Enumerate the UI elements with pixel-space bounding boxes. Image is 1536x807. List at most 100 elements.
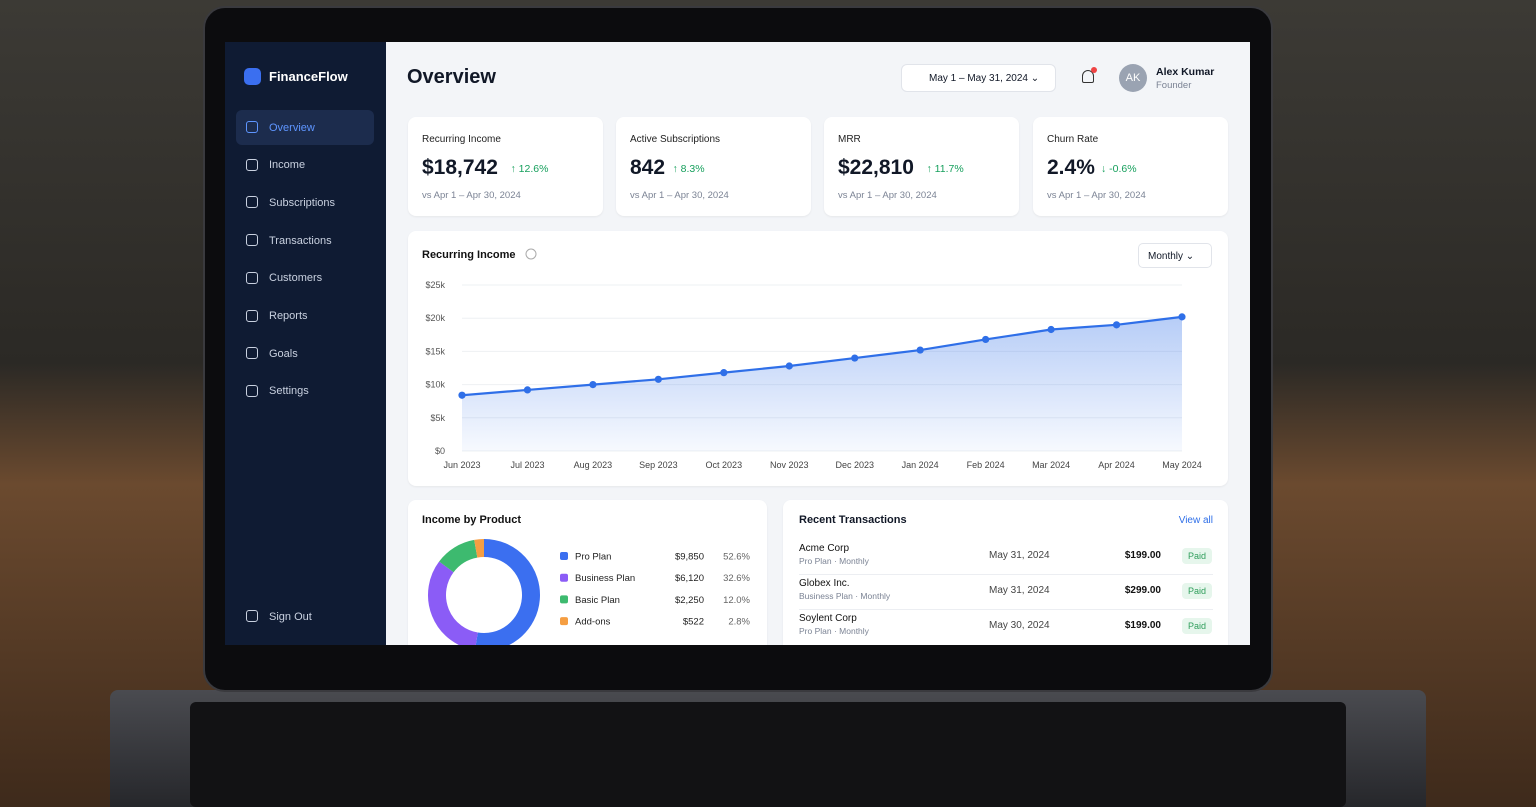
legend-name: Business Plan (575, 573, 635, 584)
nav-icon (246, 347, 258, 360)
nav-label: Income (269, 159, 306, 172)
nav-label: Overview (269, 121, 315, 134)
date: May 30, 2024 (989, 620, 1050, 631)
point (1112, 321, 1121, 329)
kpi-value: $18,742 (422, 156, 498, 179)
x-tick-label: Aug 2023 (574, 460, 613, 470)
info-icon (525, 248, 537, 260)
nav-icon (246, 271, 258, 284)
amount: $299.00 (1124, 585, 1161, 596)
point (785, 362, 793, 370)
nav-item[interactable]: Overview (236, 110, 374, 145)
kpi-arrow: ↑ (672, 163, 681, 175)
nav-item[interactable]: Settings (236, 374, 374, 409)
kpi-comparison: vs Apr 1 – Apr 30, 2024 (630, 190, 729, 201)
nav-label: Transactions (269, 234, 332, 247)
kpi-card: MRR $22,810 ↑ 11.7% vs Apr 1 – Apr 30, 2024 (824, 117, 1019, 216)
kpi-change-text: 12.6% (518, 163, 549, 175)
kpi-arrow: ↑ (510, 163, 519, 175)
legend-amount: $6,120 (675, 573, 704, 584)
bell[interactable] (1082, 70, 1094, 83)
y-tick-label: $15k (425, 346, 445, 356)
x-tick-label: Apr 2024 (1098, 460, 1135, 470)
legend-share: 12.0% (723, 595, 750, 606)
legend-share: 52.6% (723, 552, 750, 563)
period-select[interactable]: Monthly ⌄ (1138, 243, 1212, 268)
nav-item[interactable]: Income (236, 148, 374, 183)
sign-out-label: Sign Out (269, 610, 312, 623)
kpi-change-text: 8.3% (680, 163, 705, 175)
amount: $199.00 (1124, 550, 1161, 561)
legend-name: Pro Plan (575, 552, 611, 563)
legend-swatch (560, 595, 568, 604)
user-role: Founder (1156, 80, 1192, 91)
kpi-value: 2.4% (1047, 156, 1095, 179)
point (458, 391, 466, 399)
date-range: May 1 – May 31, 2024 (929, 73, 1028, 84)
date: May 31, 2024 (989, 550, 1050, 561)
y-tick-label: $0 (435, 446, 445, 456)
status: Paid (1181, 618, 1212, 634)
sidebar: FinanceFlow Overview Income Subscriptions T… (225, 42, 386, 645)
line-chart: Recurring Income $0 $5k $10k $15k $20k $25k Ju… (422, 248, 1202, 470)
nav-item[interactable]: Subscriptions (236, 185, 374, 220)
plan: Pro Plan · Monthly (799, 556, 869, 566)
donut-chart: Income by Product Pro Plan $9,850 52.6% Bus… (422, 514, 751, 645)
company: Acme Corp (799, 543, 850, 554)
company: Soylent Corp (799, 613, 857, 624)
kpi-label: MRR (838, 134, 861, 145)
y-tick-label: $5k (430, 413, 445, 423)
nav-label: Customers (269, 272, 323, 285)
kpi-change: ↓ -0.6% (1101, 163, 1137, 175)
nav-item[interactable]: Goals (236, 336, 374, 371)
chart-card: Monthly ⌄ Recurring Income $0 $5k $10k $15k… (408, 231, 1228, 486)
legend-swatch (560, 617, 568, 626)
kpi-label: Churn Rate (1047, 134, 1099, 145)
legend-amount: $2,250 (675, 595, 704, 606)
kpi-comparison: vs Apr 1 – Apr 30, 2024 (422, 190, 521, 201)
view-all[interactable]: View all (1178, 515, 1213, 526)
keyboard (190, 702, 1346, 807)
legend-swatch (560, 573, 568, 582)
nav-item[interactable]: Customers (236, 261, 374, 296)
product-title: Income by Product (422, 514, 521, 526)
point (720, 369, 728, 377)
point (1047, 325, 1055, 334)
date-picker[interactable]: May 1 – May 31, 2024 ⌄ (901, 64, 1056, 92)
kpi-label: Active Subscriptions (630, 134, 721, 145)
avatar[interactable]: AK (1119, 64, 1147, 92)
legend-share: 2.8% (728, 617, 750, 628)
area (462, 316, 1182, 451)
nav-label: Subscriptions (269, 196, 336, 209)
x-tick-label: Oct 2023 (706, 460, 743, 470)
kpi-value: $22,810 (838, 156, 914, 179)
point (851, 354, 859, 362)
nav-icon (246, 309, 258, 322)
x-tick-label: May 2024 (1162, 460, 1202, 470)
x-tick-label: Jun 2023 (443, 460, 480, 470)
kpi-change: ↑ 12.6% (511, 163, 549, 175)
status: Paid (1181, 583, 1212, 599)
user-name: Alex Kumar (1156, 66, 1215, 78)
nav-item[interactable]: Reports (236, 299, 374, 334)
kpi-comparison: vs Apr 1 – Apr 30, 2024 (838, 190, 937, 201)
point (523, 386, 532, 394)
donut-segment (428, 561, 479, 645)
point (916, 346, 924, 354)
company: Globex Inc. (799, 578, 850, 589)
kpi-change: ↑ 11.7% (927, 163, 964, 175)
point (654, 375, 662, 383)
y-tick-label: $10k (425, 380, 445, 390)
kpi-change-text: -0.6% (1109, 163, 1137, 175)
badge (1091, 67, 1097, 73)
chart-title: Recurring Income (422, 249, 516, 261)
main: Overview May 1 – May 31, 2024 ⌄ AK Alex … (386, 42, 1250, 645)
nav-item[interactable]: Transactions (236, 223, 374, 258)
nav-icon (246, 384, 258, 397)
screen: FinanceFlow Overview Income Subscriptions T… (225, 42, 1250, 645)
sign-out[interactable]: Sign Out (236, 599, 374, 634)
status: Paid (1181, 548, 1212, 564)
nav-label: Reports (269, 310, 308, 322)
legend-amount: $9,850 (675, 552, 704, 563)
legend-swatch (560, 552, 568, 560)
